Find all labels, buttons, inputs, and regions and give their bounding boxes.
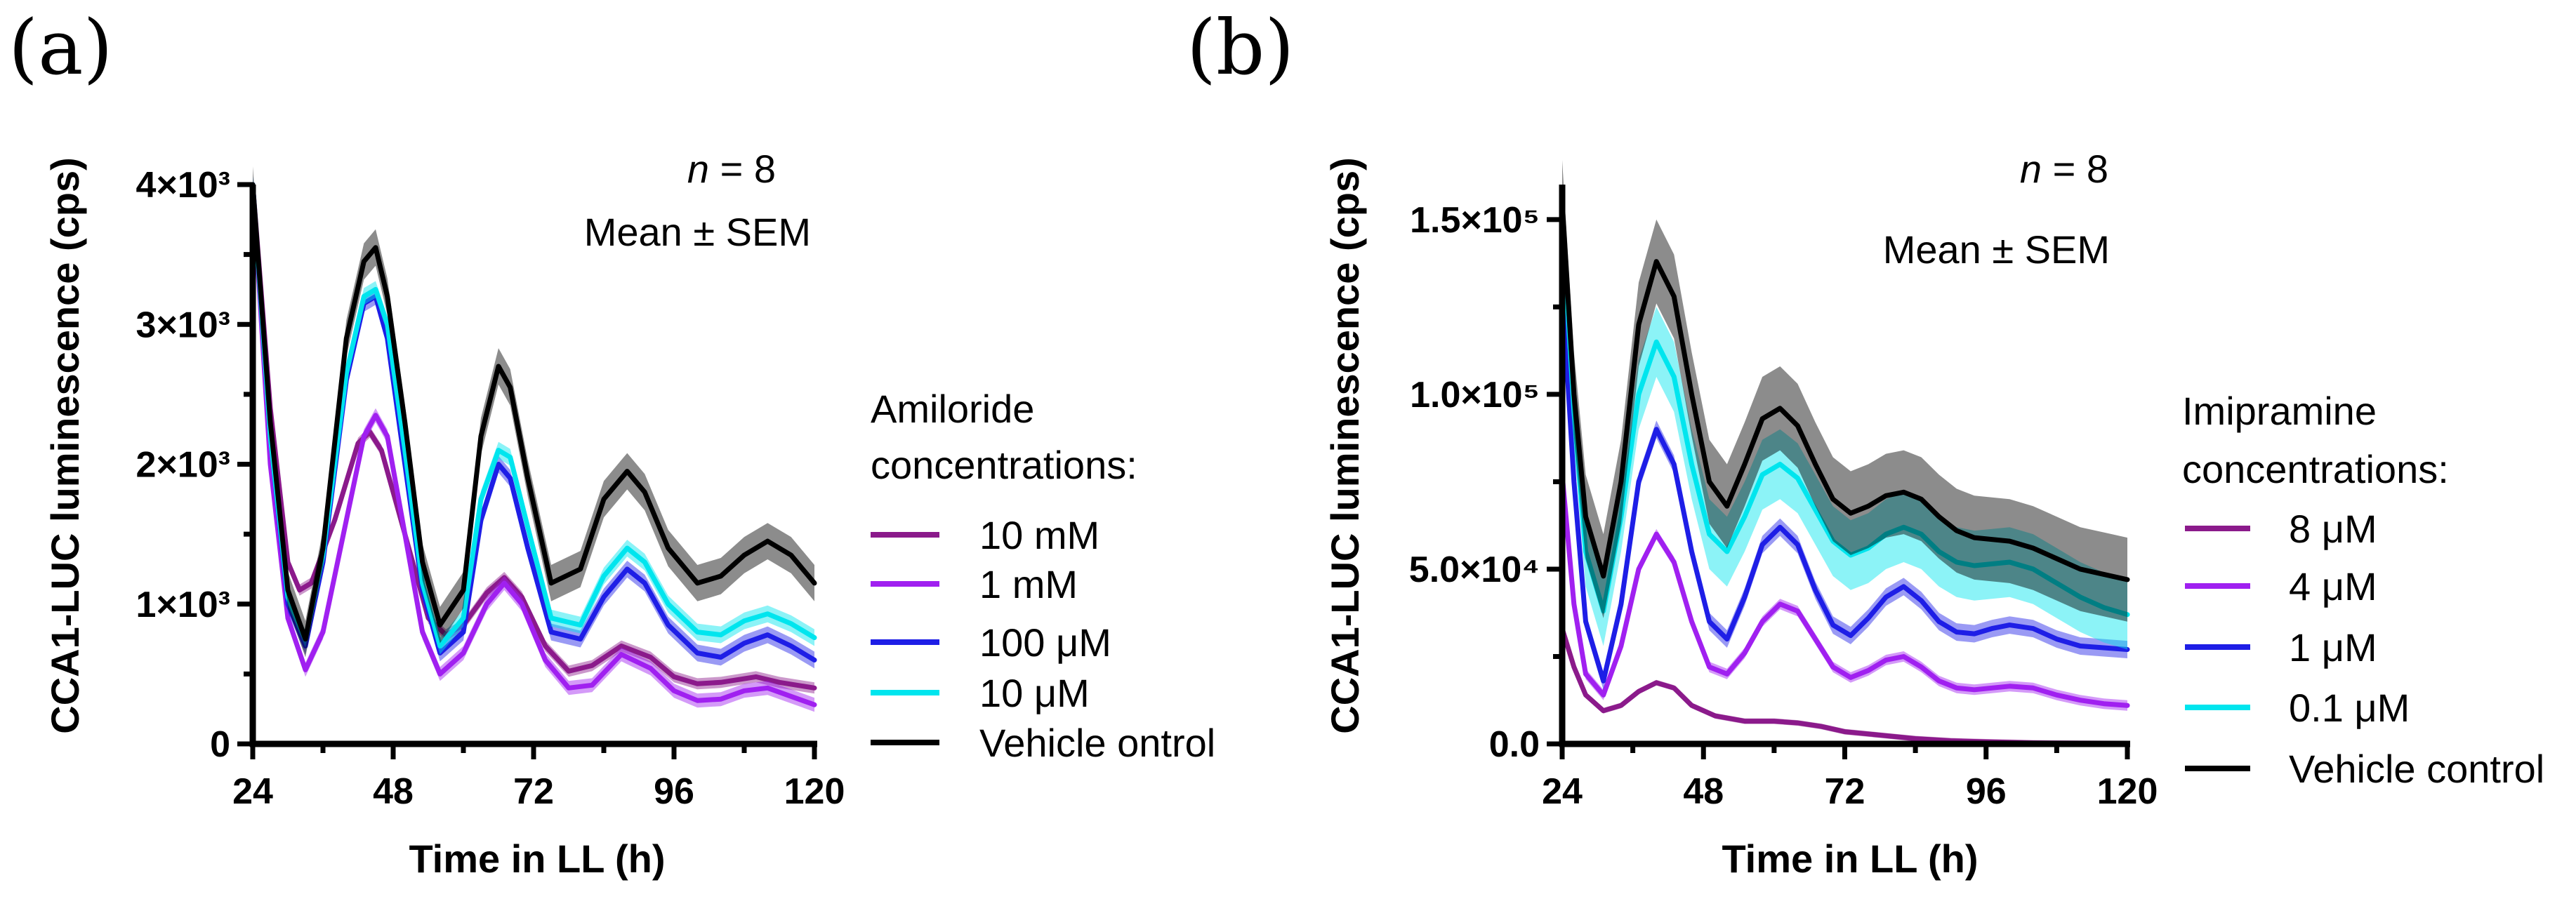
legend-a: Amiloride concentrations: 10 mM 1 mM 100… [871,387,1215,765]
series-line-b-1 [1559,472,2130,708]
y-tick-label-b-0: 0.0 [1489,724,1540,765]
x-tick-label-b-1: 48 [1683,771,1724,812]
x-tick-label-a-3: 96 [654,771,694,812]
stat-annotation-b: Mean ± SEM [1883,227,2110,272]
x-tick-label-b-3: 96 [1966,771,2007,812]
error-band-b-3 [1562,185,2127,650]
legend-label-b-4: Vehicle control [2289,747,2544,791]
sample-size-annotation-b: n = 8 [2020,147,2108,191]
series-line-a-3 [250,182,817,648]
y-axis-title-b: CCA1-LUC luminescence (cps) [1323,157,1367,734]
legend-title-a-line2: concentrations: [871,443,1137,487]
panel-a: (a) CCA1-LUC luminescence (cps) Time in … [8,4,1215,881]
series-b-3 [1559,185,2130,650]
series-b-0 [1559,625,2130,746]
y-axis-title-a: CCA1-LUC luminescence (cps) [43,157,87,734]
series-b-1 [1559,470,2130,711]
panel-b: (b) CCA1-LUC luminescence (cps) Time in … [1187,4,2544,881]
y-tick-label-a-3: 3×10³ [136,305,230,345]
x-axis-title-b: Time in LL (h) [1722,837,1978,881]
y-tick-label-b-1: 5.0×10⁴ [1409,550,1540,590]
legend-label-a-1: 1 mM [979,562,1078,606]
x-tick-label-a-2: 72 [513,771,554,812]
y-tick-label-b-2: 1.0×10⁵ [1410,375,1540,415]
legend-label-a-0: 10 mM [979,513,1099,557]
legend-b: Imipramine concentrations: 8 μM 4 μM 1 μ… [2182,389,2544,791]
sample-size-annotation-a: n = 8 [687,147,776,191]
series-line-b-2 [1559,286,2130,684]
x-axis-title-a: Time in LL (h) [409,837,665,881]
legend-title-a-line1: Amiloride [871,387,1034,431]
legend-label-a-3: 10 μM [979,671,1090,715]
panel-label-b: (b) [1187,4,1294,92]
panel-label-a: (a) [8,4,113,92]
series-b-4 [1559,160,2130,622]
legend-label-b-2: 1 μM [2289,625,2377,670]
plot-area-a: 24 48 72 96 120 0 1×10³ 2×10³ 3×10³ 4×10³ [136,165,845,812]
x-tick-label-b-4: 120 [2097,771,2158,812]
legend-title-b-line2: concentrations: [2182,447,2449,491]
error-band-b-2 [1562,281,2127,690]
series-a-1 [250,178,817,712]
legend-title-b-line1: Imipramine [2182,389,2377,433]
n-value-a: = 8 [709,147,776,191]
y-tick-label-b-3: 1.5×10⁵ [1410,200,1540,241]
series-b-2 [1559,281,2130,690]
n-symbol-b: n [2020,147,2042,191]
legend-label-b-1: 4 μM [2289,564,2377,608]
error-band-b-4 [1562,160,2127,622]
series-line-a-4 [250,182,817,642]
y-tick-label-a-1: 1×10³ [136,585,230,625]
y-tick-label-a-0: 0 [210,724,230,765]
x-tick-label-a-0: 24 [232,771,273,812]
series-line-b-3 [1559,217,2130,618]
y-tick-label-a-2: 2×10³ [136,445,230,486]
n-symbol-a: n [687,147,709,191]
legend-label-a-2: 100 μM [979,620,1111,665]
x-tick-label-b-2: 72 [1825,771,1865,812]
n-value-b: = 8 [2042,147,2108,191]
legend-label-b-0: 8 μM [2289,507,2377,551]
series-line-a-1 [250,182,817,707]
x-tick-label-b-0: 24 [1542,771,1583,812]
x-tick-label-a-4: 120 [784,771,845,812]
stat-annotation-a: Mean ± SEM [584,210,811,254]
legend-label-b-3: 0.1 μM [2289,686,2410,730]
series-a-4 [250,166,817,658]
x-tick-label-a-1: 48 [373,771,414,812]
y-tick-label-a-4: 4×10³ [136,165,230,206]
series-a-3 [250,176,817,655]
plot-area-b: 24 48 72 96 120 0.0 5.0×10⁴ 1.0×10⁵ 1.5×10⁵ [1409,160,2158,812]
series-line-b-4 [1559,199,2130,582]
legend-label-a-4: Vehicle ontrol [979,721,1215,765]
